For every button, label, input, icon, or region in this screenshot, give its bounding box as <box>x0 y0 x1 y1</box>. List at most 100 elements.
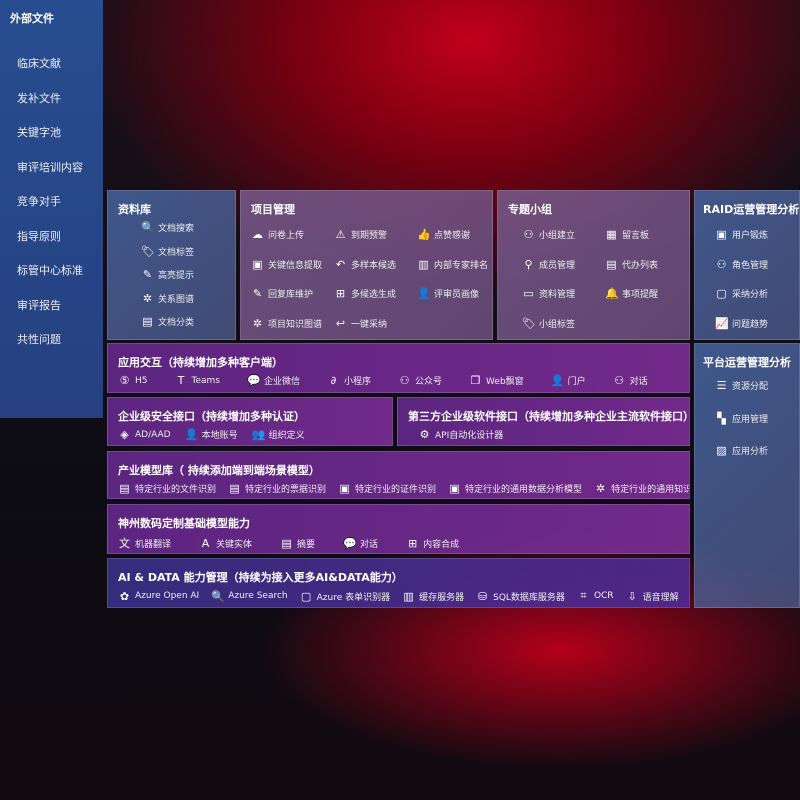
thirdparty-title: 第三方企业级软件接口（持续增加多种企业主流软件接口） <box>408 410 690 423</box>
app-item[interactable]: ❐ Web飘窗 <box>469 374 524 387</box>
pen-icon: ✎ <box>142 268 153 281</box>
groups-item[interactable]: ⚇ 小组建立 <box>522 228 575 241</box>
raid-item[interactable]: ⚇ 角色管理 <box>715 258 768 271</box>
project-item-label: 一键采纳 <box>351 319 388 330</box>
raid-panel: RAID运营管理分析 ▣ 用户锻炼 ⚇ 角色管理 ▢ 采纳分析 📈 问题趋势 <box>694 190 800 340</box>
project-item[interactable]: ⚠ 到期预警 <box>334 228 387 241</box>
base-item-label: 关键实体 <box>216 539 253 550</box>
industry-item-label: 特定行业的通用知识图谱模型 <box>611 485 690 495</box>
library-item[interactable]: 🔍 文档搜索 <box>141 221 194 234</box>
list-icon: ☰ <box>716 379 727 392</box>
security-item-label: AD/AAD <box>135 429 171 440</box>
app-item[interactable]: ⚇ 公众号 <box>398 374 442 387</box>
app-item[interactable]: ⚇ 对话 <box>613 374 647 387</box>
industry-item[interactable]: ▣ 特定行业的证件识别 <box>338 482 436 495</box>
bbs-icon: ▦ <box>606 228 617 241</box>
app-item[interactable]: 💬 企业微信 <box>247 374 300 387</box>
app-item[interactable]: 👤 门户 <box>551 374 586 387</box>
external-item[interactable]: 审评报告 <box>17 298 61 312</box>
platform-item[interactable]: ▚ 应用管理 <box>715 412 768 425</box>
project-item[interactable]: ↩ 一键采纳 <box>334 317 387 330</box>
external-item[interactable]: 共性问题 <box>17 333 61 346</box>
file-icon: ▤ <box>119 482 130 495</box>
library-item[interactable]: ✲ 关系图谱 <box>141 292 194 305</box>
aidata-item[interactable]: ✿ Azure Open AI <box>118 589 199 603</box>
project-item[interactable]: ✲ 项目知识图谱 <box>251 317 322 330</box>
aidata-item[interactable]: ⇩ 语音理解 <box>626 589 678 603</box>
project-item-label: 内部专家排名 <box>434 260 489 271</box>
project-item[interactable]: ▣ 关键信息提取 <box>251 258 322 271</box>
groups-item-label: 留言板 <box>622 231 650 241</box>
project-item[interactable]: ▥ 内部专家排名 <box>417 258 488 271</box>
app-item[interactable]: T Teams <box>175 374 220 387</box>
project-item[interactable]: 👍 点赞感谢 <box>417 228 470 241</box>
security-item[interactable]: ◈ AD/AAD <box>118 428 171 441</box>
base-item[interactable]: 💬 对话 <box>343 535 378 551</box>
app-item[interactable]: ∂ 小程序 <box>327 374 371 387</box>
app-item-label: 小程序 <box>344 377 372 387</box>
puzzle-icon: ⊞ <box>335 287 346 300</box>
groups-item[interactable]: ▦ 留言板 <box>605 228 649 241</box>
base-item[interactable]: ▤ 摘要 <box>280 535 315 551</box>
aidata-item[interactable]: ⌗ OCR <box>577 589 613 603</box>
raid-item[interactable]: ▢ 采纳分析 <box>715 287 768 300</box>
platform-panel: 平台运营管理分析 ☰ 资源分配 ▚ 应用管理 ▨ 应用分析 <box>694 343 800 608</box>
users-icon: ⚇ <box>716 257 727 271</box>
aidata-item-label: Azure 表单识别器 <box>316 592 391 603</box>
project-item[interactable]: ↶ 多样本候选 <box>334 258 396 271</box>
aidata-item[interactable]: ⛁ SQL数据库服务器 <box>476 589 565 603</box>
project-item[interactable]: 👤 评审员画像 <box>417 287 479 300</box>
app-item[interactable]: ⑤ H5 <box>118 374 148 387</box>
groups-item[interactable]: 🔔 事项提醒 <box>605 287 658 300</box>
platform-item[interactable]: ☰ 资源分配 <box>715 379 768 392</box>
security-item[interactable]: 👤 本地账号 <box>185 428 238 441</box>
base-item[interactable]: ⊞ 内容合成 <box>406 535 459 551</box>
raid-item[interactable]: 📈 问题趋势 <box>715 317 768 330</box>
base-item[interactable]: 文机器翻译 <box>118 535 171 551</box>
library-item[interactable]: 🏷 文档标签 <box>141 245 194 258</box>
app-item-label: Teams <box>191 375 220 386</box>
aidata-item-label: Azure Open AI <box>135 591 200 601</box>
groups-item[interactable]: ▭ 资料管理 <box>522 287 575 300</box>
external-item[interactable]: 临床文献 <box>17 57 61 70</box>
openai-icon: ✿ <box>119 589 130 603</box>
industry-item[interactable]: ▤ 特定行业的票据识别 <box>228 482 326 495</box>
platform-item-label: 应用管理 <box>732 414 769 425</box>
project-item[interactable]: ✎ 回复库维护 <box>251 287 313 300</box>
base-item[interactable]: A 关键实体 <box>199 535 252 551</box>
project-title: 项目管理 <box>251 203 295 216</box>
groups-title: 专题小组 <box>508 203 552 216</box>
industry-item[interactable]: ✲ 特定行业的通用知识图谱模型 <box>594 482 690 495</box>
platform-item[interactable]: ▨ 应用分析 <box>715 444 768 457</box>
industry-item[interactable]: ▣ 特定行业的通用数据分析模型 <box>448 482 582 495</box>
base-panel: 神州数码定制基础模型能力文机器翻译 A 关键实体 ▤ 摘要 💬 对话 ⊞ 内容合成 <box>107 504 690 554</box>
library-item[interactable]: ✎ 高亮提示 <box>141 268 194 281</box>
external-item[interactable]: 标管中心标准 <box>17 264 83 277</box>
project-item[interactable]: ⊞ 多候选生成 <box>334 287 396 300</box>
app-item-label: 门户 <box>567 377 586 387</box>
library-item[interactable]: ▤ 文档分类 <box>141 315 194 328</box>
security-item[interactable]: 👥 组织定义 <box>252 428 305 441</box>
project-item-label: 到期预警 <box>351 231 388 241</box>
compose-icon: ⊞ <box>407 536 418 550</box>
industry-item[interactable]: ▤ 特定行业的文件识别 <box>118 482 216 495</box>
tag-icon: 🏷 <box>522 316 536 330</box>
groups-item[interactable]: 🏷 小组标签 <box>522 317 575 330</box>
external-item[interactable]: 关键字池 <box>17 126 61 139</box>
aidata-item[interactable]: ▥ 缓存服务器 <box>402 589 464 603</box>
apps-icon: ▚ <box>717 411 726 425</box>
external-item[interactable]: 发补文件 <box>17 91 61 105</box>
aidata-panel: AI & DATA 能力管理（持续为接入更多AI&DATA能力） ✿ Azure O… <box>107 558 690 608</box>
raid-item[interactable]: ▣ 用户锻炼 <box>715 228 768 241</box>
groups-item[interactable]: ⚲ 成员管理 <box>522 258 575 271</box>
aidata-item[interactable]: 🔍 Azure Search <box>211 589 287 603</box>
external-item[interactable]: 审评培训内容 <box>17 160 83 174</box>
base-item-label: 内容合成 <box>423 539 460 550</box>
external-item[interactable]: 竞争对手 <box>17 195 61 208</box>
groups-item[interactable]: ▤ 代办列表 <box>605 258 658 271</box>
project-item[interactable]: ☁ 问卷上传 <box>251 228 304 241</box>
summary-icon: ▤ <box>281 536 292 550</box>
external-item[interactable]: 指导原则 <box>17 229 61 243</box>
aidata-item[interactable]: ▢ Azure 表单识别器 <box>300 589 391 603</box>
thirdparty-item[interactable]: ⚙ API自动化设计器 <box>418 428 504 441</box>
